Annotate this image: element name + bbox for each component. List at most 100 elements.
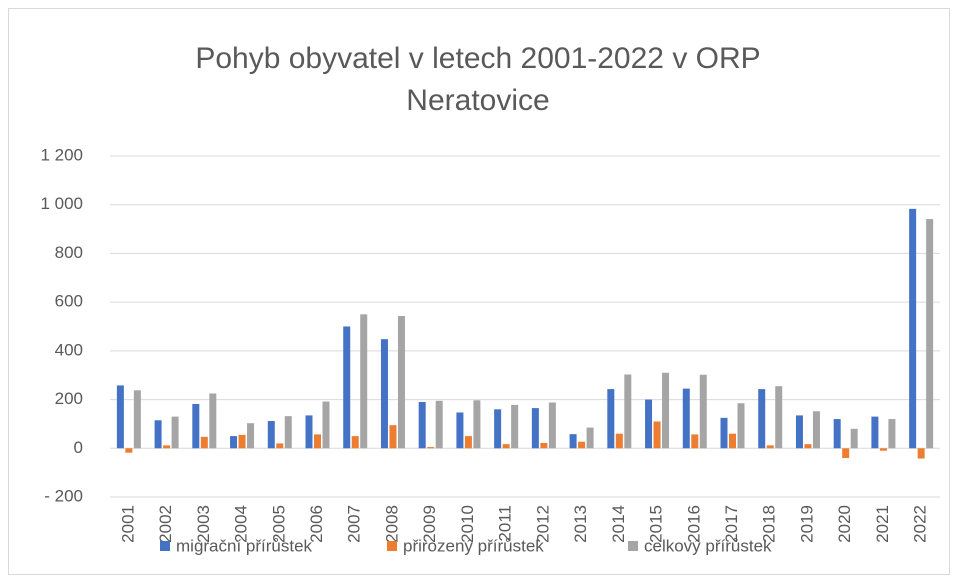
bar — [511, 404, 519, 449]
legend-label: přirozený přírůstek — [403, 536, 544, 555]
bar — [607, 389, 615, 449]
bar — [548, 402, 556, 449]
x-tick-label: 2011 — [496, 505, 515, 542]
bar — [200, 436, 208, 449]
bar — [314, 434, 321, 449]
bar — [624, 374, 632, 449]
bar — [238, 434, 246, 449]
bar — [691, 434, 699, 449]
bar — [720, 417, 728, 449]
bar — [435, 400, 443, 449]
bar — [615, 433, 623, 449]
bar — [133, 390, 141, 449]
x-tick-label: 2013 — [571, 505, 590, 543]
bar — [116, 385, 124, 449]
bar — [247, 423, 255, 449]
x-tick-label: 2002 — [156, 505, 175, 543]
bar — [502, 444, 510, 449]
bar — [682, 388, 690, 449]
bar — [871, 416, 879, 449]
y-tick-label: 0 — [74, 438, 83, 457]
bar — [804, 444, 812, 449]
bar — [380, 339, 388, 449]
x-tick-label: 2018 — [760, 505, 779, 543]
y-tick-label: 800 — [55, 243, 83, 262]
bar — [653, 421, 661, 449]
bar — [917, 448, 925, 459]
bar — [531, 408, 539, 449]
x-tick-label: 2014 — [609, 505, 628, 543]
x-tick-label: 2005 — [269, 505, 288, 543]
y-tick-label: 400 — [55, 340, 83, 359]
x-tick-label: 2016 — [684, 505, 703, 543]
x-tick-label: 2006 — [307, 505, 326, 543]
x-tick-label: 2019 — [797, 505, 816, 543]
bar — [192, 403, 200, 449]
bar — [766, 445, 774, 449]
bar — [276, 443, 284, 449]
y-tick-label: 1 200 — [40, 145, 83, 164]
bar — [729, 433, 736, 449]
x-tick-label: 2003 — [194, 505, 213, 543]
bar — [699, 374, 707, 449]
chart-title: Pohyb obyvatel v letech 2001-2022 v ORP … — [195, 42, 761, 117]
x-tick-label: 2009 — [420, 505, 439, 543]
bar — [645, 399, 653, 449]
bar — [926, 219, 934, 449]
bar — [850, 428, 858, 449]
bar — [540, 442, 548, 449]
bar — [305, 415, 313, 449]
bar — [125, 448, 133, 453]
bar — [397, 316, 405, 449]
x-tick-label: 2017 — [722, 505, 741, 543]
bar — [569, 434, 577, 449]
legend-swatch — [160, 541, 170, 551]
bar — [758, 389, 766, 449]
x-tick-label: 2001 — [118, 505, 137, 543]
y-tick-label: 200 — [55, 389, 83, 408]
bar — [842, 448, 850, 459]
bar — [888, 419, 896, 449]
bar — [464, 436, 472, 449]
bar — [456, 412, 464, 449]
bar — [427, 447, 435, 449]
bar — [737, 403, 745, 449]
y-tick-label: - 200 — [44, 486, 83, 505]
bar — [171, 416, 179, 449]
bar — [230, 436, 238, 449]
bar — [322, 401, 330, 449]
x-tick-label: 2010 — [458, 505, 477, 543]
x-tick-label: 2007 — [345, 505, 364, 543]
bar — [494, 409, 502, 449]
x-tick-label: 2012 — [533, 505, 552, 543]
bar — [586, 427, 594, 449]
legend-label: migrační přírůstek — [176, 536, 313, 555]
bar — [154, 420, 162, 449]
bar — [163, 445, 171, 449]
chart-border — [8, 8, 950, 575]
legend-swatch — [628, 541, 638, 551]
bar — [879, 448, 887, 451]
x-tick-label: 2020 — [835, 505, 854, 543]
x-tick-label: 2008 — [382, 505, 401, 543]
bar — [473, 400, 481, 449]
bar — [209, 393, 217, 449]
legend-swatch — [387, 541, 397, 551]
legend-label: celkový přírůstek — [644, 536, 772, 555]
bar — [360, 314, 368, 449]
x-tick-label: 2004 — [232, 505, 251, 543]
y-tick-label: 1 000 — [40, 194, 83, 213]
bar — [775, 386, 783, 449]
x-tick-label: 2021 — [873, 505, 892, 543]
bar — [389, 425, 397, 449]
x-tick-label: 2015 — [647, 505, 666, 543]
bar — [418, 402, 426, 449]
bar — [833, 419, 841, 449]
bar — [812, 411, 820, 449]
bar — [351, 436, 359, 449]
bar — [284, 416, 292, 449]
bar — [662, 372, 670, 449]
bar — [909, 208, 917, 449]
